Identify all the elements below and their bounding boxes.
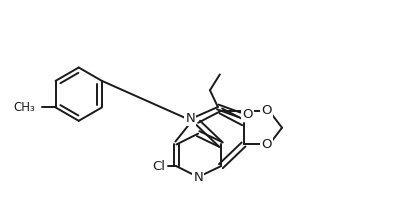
Text: N: N <box>193 171 203 184</box>
Text: O: O <box>242 108 253 121</box>
Text: N: N <box>186 112 195 125</box>
Text: O: O <box>261 105 272 117</box>
Text: Cl: Cl <box>152 160 165 173</box>
Text: O: O <box>261 138 272 151</box>
Text: CH₃: CH₃ <box>13 101 35 114</box>
